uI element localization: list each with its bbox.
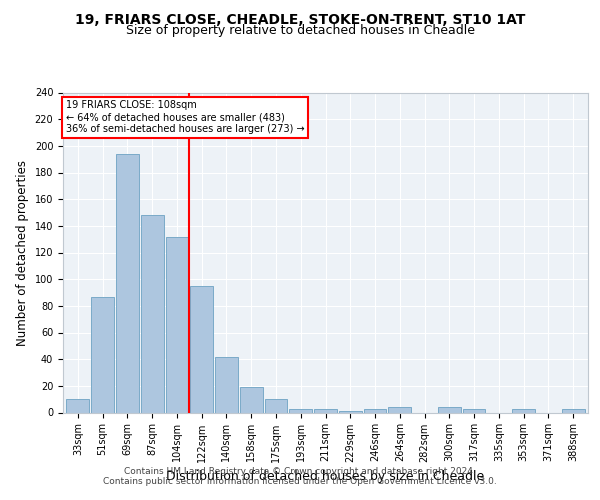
X-axis label: Distribution of detached houses by size in Cheadle: Distribution of detached houses by size … — [166, 470, 485, 483]
Text: 19, FRIARS CLOSE, CHEADLE, STOKE-ON-TRENT, ST10 1AT: 19, FRIARS CLOSE, CHEADLE, STOKE-ON-TREN… — [75, 12, 525, 26]
Bar — [339, 411, 362, 412]
Text: Contains HM Land Registry data © Crown copyright and database right 2024.: Contains HM Land Registry data © Crown c… — [124, 467, 476, 476]
Y-axis label: Number of detached properties: Number of detached properties — [16, 160, 29, 346]
Text: 19 FRIARS CLOSE: 108sqm
← 64% of detached houses are smaller (483)
36% of semi-d: 19 FRIARS CLOSE: 108sqm ← 64% of detache… — [65, 100, 304, 134]
Bar — [215, 356, 238, 412]
Bar — [364, 408, 386, 412]
Bar — [265, 399, 287, 412]
Bar — [314, 408, 337, 412]
Bar — [166, 236, 188, 412]
Bar — [141, 215, 164, 412]
Bar — [190, 286, 213, 412]
Text: Contains public sector information licensed under the Open Government Licence v3: Contains public sector information licen… — [103, 477, 497, 486]
Bar — [388, 407, 411, 412]
Bar — [512, 408, 535, 412]
Bar — [67, 399, 89, 412]
Bar — [116, 154, 139, 412]
Text: Size of property relative to detached houses in Cheadle: Size of property relative to detached ho… — [125, 24, 475, 37]
Bar — [289, 408, 312, 412]
Bar — [91, 296, 114, 412]
Bar — [240, 387, 263, 412]
Bar — [562, 408, 584, 412]
Bar — [438, 407, 461, 412]
Bar — [463, 408, 485, 412]
